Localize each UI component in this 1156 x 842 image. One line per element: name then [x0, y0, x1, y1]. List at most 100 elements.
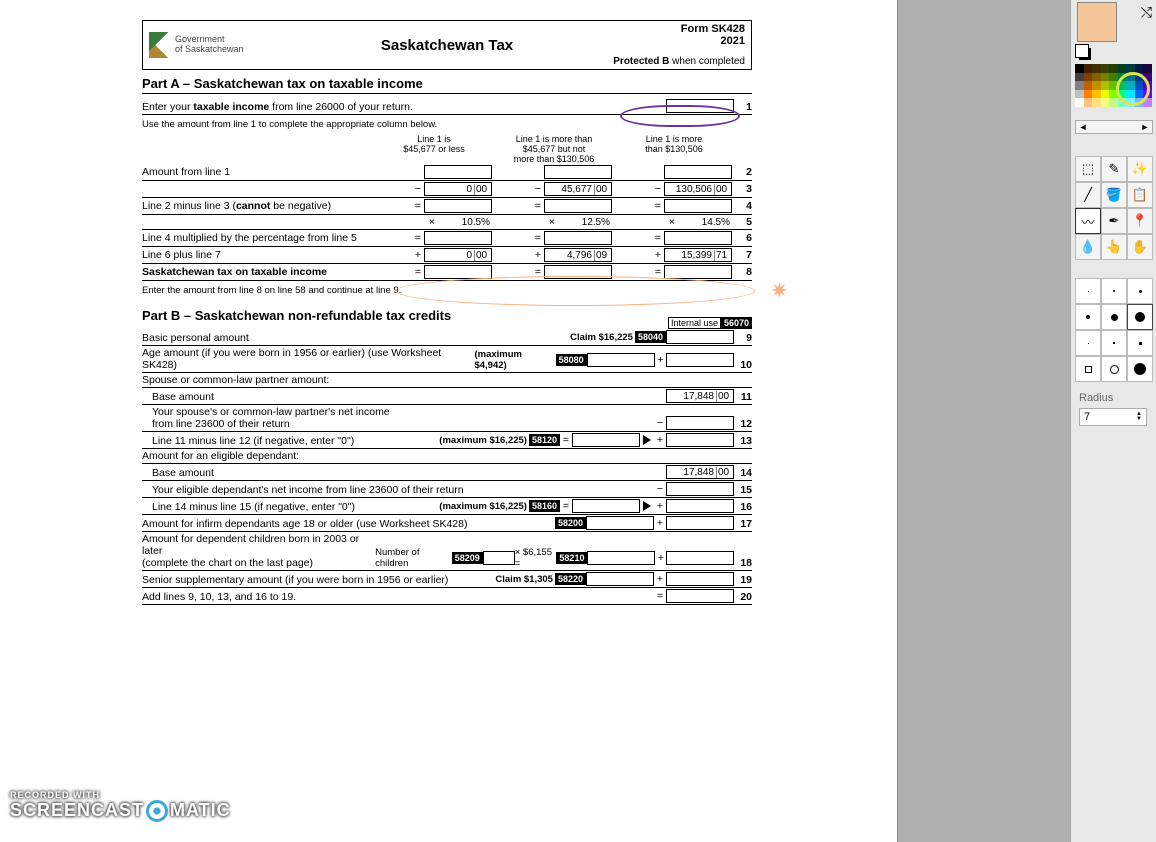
- swatch[interactable]: [1126, 98, 1135, 107]
- swatch[interactable]: [1126, 73, 1135, 82]
- tool-4[interactable]: 🪣: [1101, 182, 1127, 208]
- swatch[interactable]: [1084, 73, 1093, 82]
- brush-cell[interactable]: [1127, 278, 1153, 304]
- pb-box-19[interactable]: [586, 572, 654, 586]
- tool-5[interactable]: 📋: [1127, 182, 1153, 208]
- swatch[interactable]: [1135, 98, 1144, 107]
- tool-11[interactable]: ✋: [1127, 234, 1153, 260]
- brush-cell[interactable]: [1101, 278, 1127, 304]
- box-6-3[interactable]: [664, 231, 732, 245]
- pb-box-13[interactable]: [572, 433, 640, 447]
- swatch[interactable]: [1118, 98, 1127, 107]
- swatch[interactable]: [1101, 64, 1110, 73]
- box-3-3[interactable]: 130,50600: [664, 182, 732, 196]
- swatch[interactable]: [1126, 90, 1135, 99]
- brush-cell[interactable]: [1075, 278, 1101, 304]
- swatch[interactable]: [1109, 98, 1118, 107]
- swatch[interactable]: [1075, 90, 1084, 99]
- swatch[interactable]: [1092, 98, 1101, 107]
- swatch[interactable]: [1135, 81, 1144, 90]
- swatch[interactable]: [1143, 90, 1152, 99]
- tool-2[interactable]: ✨: [1127, 156, 1153, 182]
- palette-scroll[interactable]: ◄ ►: [1075, 120, 1153, 134]
- swatch[interactable]: [1101, 98, 1110, 107]
- pb-box-11[interactable]: 17,84800: [666, 389, 734, 403]
- swatch[interactable]: [1092, 73, 1101, 82]
- swatch[interactable]: [1084, 98, 1093, 107]
- brush-cell[interactable]: [1101, 304, 1127, 330]
- box-4-3[interactable]: [664, 199, 732, 213]
- box-2-3[interactable]: [664, 165, 732, 179]
- swatch[interactable]: [1126, 64, 1135, 73]
- brush-cell[interactable]: [1075, 330, 1101, 356]
- tool-3[interactable]: ╱: [1075, 182, 1101, 208]
- box-8-1[interactable]: [424, 265, 492, 279]
- swatch[interactable]: [1118, 90, 1127, 99]
- box-3-1[interactable]: 000: [424, 182, 492, 196]
- brush-cell[interactable]: [1127, 330, 1153, 356]
- pb-box-18[interactable]: [587, 551, 655, 565]
- box-4-1[interactable]: [424, 199, 492, 213]
- swatch[interactable]: [1075, 98, 1084, 107]
- pb-box-9[interactable]: [666, 330, 734, 344]
- box-6-1[interactable]: [424, 231, 492, 245]
- brush-cell[interactable]: [1101, 330, 1127, 356]
- box-2-1[interactable]: [424, 165, 492, 179]
- tool-0[interactable]: ⬚: [1075, 156, 1101, 182]
- tool-8[interactable]: 📍: [1127, 208, 1153, 234]
- swatch[interactable]: [1135, 73, 1144, 82]
- tool-9[interactable]: 💧: [1075, 234, 1101, 260]
- tool-10[interactable]: 👆: [1101, 234, 1127, 260]
- swatch[interactable]: [1109, 81, 1118, 90]
- swatch[interactable]: [1101, 73, 1110, 82]
- box-4-2[interactable]: [544, 199, 612, 213]
- swatch[interactable]: [1075, 81, 1084, 90]
- swatch[interactable]: [1135, 90, 1144, 99]
- tool-7[interactable]: ✒: [1101, 208, 1127, 234]
- radius-spinner[interactable]: ▲▼: [1136, 412, 1142, 422]
- swatch[interactable]: [1075, 64, 1084, 73]
- box-3-2[interactable]: 45,67700: [544, 182, 612, 196]
- swatch[interactable]: [1101, 81, 1110, 90]
- pb-box-10[interactable]: [587, 353, 655, 367]
- swatch[interactable]: [1143, 64, 1152, 73]
- swatch[interactable]: [1118, 73, 1127, 82]
- swatch[interactable]: [1075, 73, 1084, 82]
- current-color-swatch[interactable]: [1077, 2, 1117, 42]
- swatch[interactable]: [1109, 64, 1118, 73]
- box-8-3[interactable]: [664, 265, 732, 279]
- swatch[interactable]: [1143, 73, 1152, 82]
- swap-colors-icon[interactable]: ⤭: [1141, 4, 1152, 21]
- swatch[interactable]: [1084, 64, 1093, 73]
- tool-6[interactable]: 〰: [1075, 208, 1101, 234]
- swatch[interactable]: [1118, 64, 1127, 73]
- swatch[interactable]: [1135, 64, 1144, 73]
- brush-cell[interactable]: [1075, 356, 1101, 382]
- swatch[interactable]: [1092, 90, 1101, 99]
- pb-box-14[interactable]: 17,84800: [666, 465, 734, 479]
- swatch[interactable]: [1101, 90, 1110, 99]
- pb-box-17[interactable]: [586, 516, 654, 530]
- box-7-1[interactable]: 000: [424, 248, 492, 262]
- scroll-right-icon[interactable]: ►: [1138, 122, 1152, 132]
- brush-cell[interactable]: [1127, 304, 1153, 330]
- swatch[interactable]: [1084, 81, 1093, 90]
- box-6-2[interactable]: [544, 231, 612, 245]
- swatch[interactable]: [1092, 81, 1101, 90]
- swatch[interactable]: [1109, 90, 1118, 99]
- box-2-2[interactable]: [544, 165, 612, 179]
- swatch[interactable]: [1084, 90, 1093, 99]
- swatch[interactable]: [1118, 81, 1127, 90]
- default-colors-icon[interactable]: [1079, 48, 1091, 60]
- radius-input[interactable]: 7 ▲▼: [1079, 408, 1147, 426]
- tool-1[interactable]: ✎: [1101, 156, 1127, 182]
- swatch[interactable]: [1109, 73, 1118, 82]
- scroll-left-icon[interactable]: ◄: [1076, 122, 1090, 132]
- swatch[interactable]: [1143, 81, 1152, 90]
- brush-cell[interactable]: [1075, 304, 1101, 330]
- swatch[interactable]: [1126, 81, 1135, 90]
- box-7-2[interactable]: 4,79609: [544, 248, 612, 262]
- brush-cell[interactable]: [1101, 356, 1127, 382]
- swatch[interactable]: [1092, 64, 1101, 73]
- pb-box-16[interactable]: [572, 499, 640, 513]
